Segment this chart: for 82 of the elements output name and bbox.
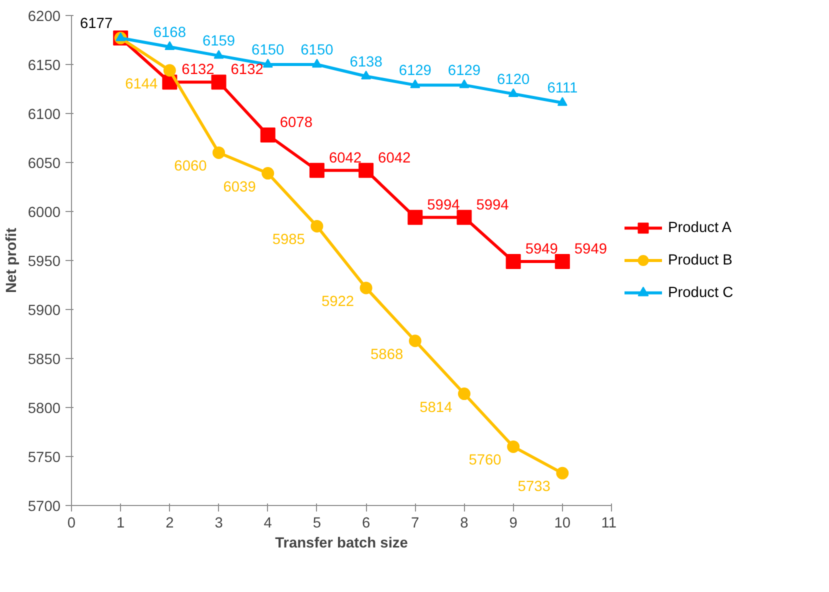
point bbox=[310, 220, 324, 232]
data-label: 6150 bbox=[300, 42, 334, 58]
data-label: 6111 bbox=[547, 80, 578, 97]
data-label: 6042 bbox=[378, 150, 411, 166]
point bbox=[360, 282, 372, 294]
x-axis-title: Transfer batch size bbox=[275, 536, 408, 552]
y-tick-label: 5700 bbox=[28, 499, 61, 515]
point bbox=[458, 388, 470, 400]
point bbox=[309, 162, 324, 178]
data-label: 5922 bbox=[321, 294, 354, 310]
y-tick-label: 5950 bbox=[28, 254, 61, 270]
data-label: 6132 bbox=[182, 62, 214, 78]
data-label: 6129 bbox=[448, 63, 481, 80]
point bbox=[459, 79, 470, 88]
x-tick-label: 10 bbox=[554, 516, 571, 532]
x-tick-label: 8 bbox=[460, 516, 468, 532]
point bbox=[262, 58, 273, 68]
point bbox=[506, 254, 521, 269]
data-label: 6159 bbox=[202, 34, 236, 50]
data-label: 6042 bbox=[328, 150, 362, 166]
x-tick-label: 0 bbox=[67, 516, 76, 532]
point bbox=[361, 70, 372, 80]
y-tick-label: 6200 bbox=[28, 9, 61, 25]
data-label: 5994 bbox=[476, 197, 509, 214]
data-label: 6168 bbox=[153, 24, 186, 41]
data-label: 6120 bbox=[497, 72, 530, 88]
x-tick-label: 7 bbox=[411, 516, 420, 532]
y-tick-label: 5850 bbox=[28, 352, 61, 368]
data-label: 5733 bbox=[518, 479, 550, 496]
x-tick-label: 2 bbox=[166, 516, 174, 532]
point bbox=[408, 334, 422, 348]
point bbox=[212, 146, 226, 159]
data-label: 5868 bbox=[370, 346, 404, 363]
annotation: 6177 bbox=[80, 16, 113, 32]
data-label: 6060 bbox=[174, 158, 207, 175]
point bbox=[508, 88, 518, 97]
legend-label: Product C bbox=[668, 284, 734, 301]
legend-label: Product B bbox=[668, 252, 732, 268]
data-label: 6129 bbox=[398, 63, 432, 80]
point bbox=[408, 210, 423, 225]
point bbox=[214, 50, 224, 59]
y-tick-label: 5800 bbox=[28, 401, 61, 417]
x-tick-label: 5 bbox=[312, 516, 322, 532]
point bbox=[456, 210, 472, 225]
y-tick-label: 6100 bbox=[28, 107, 61, 123]
x-tick-label: 4 bbox=[264, 516, 272, 532]
point bbox=[211, 74, 226, 90]
data-label: 6144 bbox=[125, 76, 158, 92]
y-tick-label: 5900 bbox=[28, 303, 61, 319]
point bbox=[262, 167, 274, 180]
point bbox=[260, 128, 276, 143]
point bbox=[358, 162, 374, 178]
y-tick-label: 5750 bbox=[28, 450, 61, 466]
y-tick-label: 6000 bbox=[28, 205, 61, 221]
point bbox=[164, 41, 175, 50]
data-label: 6078 bbox=[280, 115, 312, 132]
data-label: 5985 bbox=[272, 232, 305, 248]
data-label: 5760 bbox=[468, 452, 502, 469]
data-label: 6138 bbox=[350, 54, 382, 70]
point bbox=[410, 79, 420, 88]
y-axis-title: Net profit bbox=[4, 228, 20, 294]
point bbox=[556, 466, 569, 480]
point bbox=[163, 64, 176, 77]
data-label: 6132 bbox=[230, 62, 264, 78]
data-label: 5994 bbox=[427, 197, 460, 214]
point bbox=[554, 254, 570, 269]
point bbox=[507, 440, 520, 453]
x-tick-label: 1 bbox=[116, 516, 125, 532]
data-label: 5814 bbox=[420, 400, 452, 416]
data-label: 6150 bbox=[252, 42, 284, 58]
point bbox=[557, 97, 568, 106]
x-tick-label: 9 bbox=[509, 516, 518, 532]
x-tick-label: 3 bbox=[214, 516, 223, 532]
point bbox=[312, 58, 322, 68]
data-label: 5949 bbox=[525, 241, 558, 258]
x-tick-label: 6 bbox=[362, 516, 370, 532]
y-tick-label: 6150 bbox=[28, 58, 61, 74]
y-tick-label: 6050 bbox=[28, 156, 61, 172]
x-tick-label: 11 bbox=[601, 516, 617, 532]
data-label: 5949 bbox=[574, 241, 608, 258]
data-label: 6039 bbox=[223, 179, 256, 196]
legend-label: Product A bbox=[668, 220, 732, 236]
